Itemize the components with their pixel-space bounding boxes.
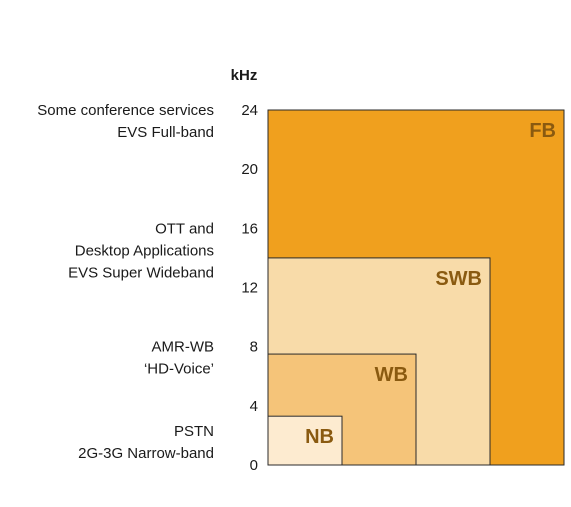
y-tick-label: 8: [250, 339, 258, 356]
annotation-line: Desktop Applications: [75, 242, 214, 259]
annotation-line: 2G-3G Narrow-band: [78, 445, 214, 462]
unit-label: kHz: [231, 67, 258, 84]
y-tick-label: 24: [241, 102, 258, 119]
annotation-line: OTT and: [155, 220, 214, 237]
y-axis-ticks: 0 4 8 12 16 20 24: [241, 102, 258, 474]
annotation-line: EVS Full-band: [117, 124, 214, 141]
annotations-layer: Some conference services EVS Full-band OTT…: [37, 102, 214, 462]
band-label-wb: WB: [375, 364, 408, 386]
annotation-line: ‘HD-Voice’: [144, 361, 214, 378]
annotation-line: PSTN: [174, 423, 214, 440]
annotation-line: Some conference services: [37, 102, 214, 119]
annotation-line: AMR-WB: [152, 339, 215, 356]
band-label-nb: NB: [305, 426, 334, 448]
y-tick-label: 12: [241, 280, 258, 297]
band-label-swb: SWB: [435, 268, 482, 290]
y-tick-label: 0: [250, 457, 258, 474]
y-tick-label: 4: [250, 398, 258, 415]
annotation-line: EVS Super Wideband: [68, 264, 214, 281]
y-tick-label: 16: [241, 220, 258, 237]
band-nb: [267, 415, 343, 466]
bands-layer: FB SWB WB NB: [267, 109, 565, 466]
band-label-fb: FB: [529, 120, 556, 142]
y-tick-label: 20: [241, 161, 258, 178]
